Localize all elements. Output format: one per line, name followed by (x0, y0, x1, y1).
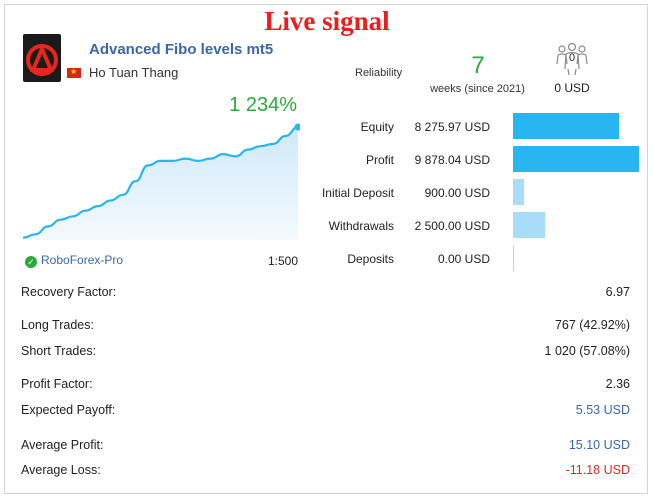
subscription-price: 0 USD (554, 81, 590, 95)
stat-label-recovery-factor: Recovery Factor: (21, 285, 117, 299)
signal-name-link[interactable]: Advanced Fibo levels mt5 (89, 41, 274, 58)
metric-value-deposits: 0.00 USD (437, 252, 490, 266)
stat-value-expected-payoff: 5.53 USD (575, 403, 630, 417)
metric-label-profit: Profit (365, 153, 394, 167)
growth-percent: 1 234% (229, 94, 297, 116)
stat-value-long-trades: 767 (42.92%) (554, 318, 630, 332)
metric-bar-withdrawals (513, 212, 545, 238)
metric-label-equity: Equity (360, 120, 394, 134)
broker-name: RoboForex-Pro (41, 253, 124, 267)
stat-label-average-loss: Average Loss: (21, 463, 101, 477)
metric-value-initial-deposit: 900.00 USD (424, 186, 490, 200)
growth-chart (22, 123, 300, 240)
metric-label-withdrawals: Withdrawals (328, 219, 394, 233)
stat-value-recovery-factor: 6.97 (605, 285, 630, 299)
verified-shield-icon: ✓ (25, 256, 37, 268)
metric-bar-equity (513, 113, 619, 139)
stat-value-profit-factor: 2.36 (605, 377, 630, 391)
stat-label-expected-payoff: Expected Payoff: (21, 403, 116, 417)
weeks-text: weeks (since 2021) (430, 83, 525, 95)
page-headline: Live signal (264, 6, 390, 36)
vietnam-flag-icon (67, 67, 81, 78)
growth-area (23, 127, 298, 240)
stat-label-long-trades: Long Trades: (21, 318, 94, 332)
stat-label-profit-factor: Profit Factor: (21, 377, 93, 391)
metric-value-withdrawals: 2 500.00 USD (414, 219, 490, 233)
metric-label-deposits: Deposits (347, 252, 394, 266)
reliability-label: Reliability (355, 67, 403, 79)
metric-value-equity: 8 275.97 USD (414, 120, 490, 134)
growth-endpoint (294, 123, 300, 131)
stat-value-average-profit: 15.10 USD (568, 438, 630, 452)
signal-card (4, 4, 648, 494)
subscribers-icon (554, 42, 590, 76)
metric-label-initial-deposit: Initial Deposit (321, 186, 394, 200)
stat-label-average-profit: Average Profit: (21, 438, 104, 452)
metric-value-profit: 9 878.04 USD (414, 153, 490, 167)
stat-value-short-trades: 1 020 (57.08%) (544, 344, 630, 358)
signal-logo-icon[interactable] (23, 34, 61, 82)
subscribers-count: 0 (568, 52, 576, 64)
leverage: 1:500 (267, 254, 298, 268)
author-name[interactable]: Ho Tuan Thang (89, 65, 179, 80)
metric-bar-initial-deposit (513, 179, 524, 205)
growth-line (22, 125, 299, 239)
metric-bar-deposits (513, 245, 514, 271)
broker-link[interactable]: ✓ RoboForex-Pro (25, 253, 123, 268)
weeks-count: 7 (471, 52, 485, 79)
stat-value-average-loss: -11.18 USD (565, 463, 630, 477)
stat-label-short-trades: Short Trades: (21, 344, 97, 358)
metric-bar-profit (513, 146, 639, 172)
